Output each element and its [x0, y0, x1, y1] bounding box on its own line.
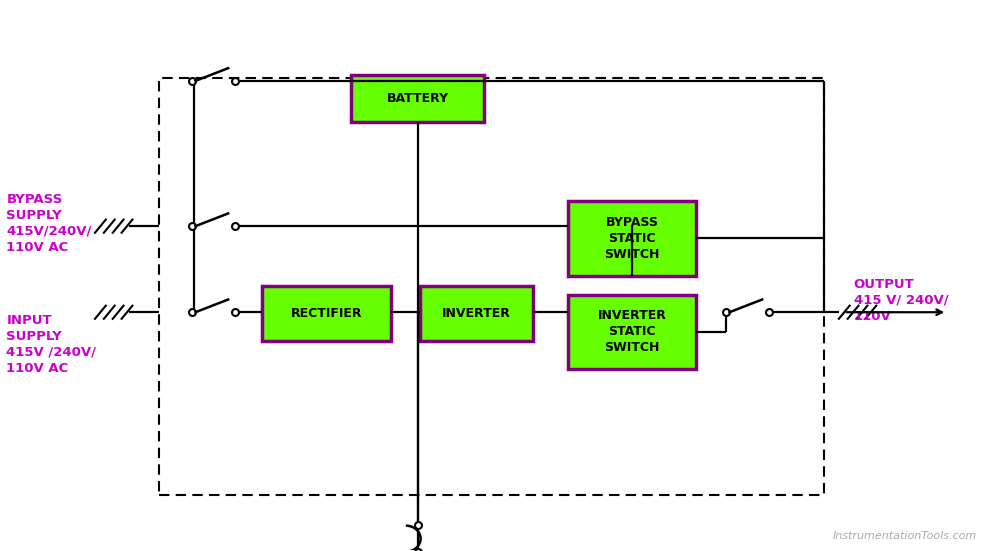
- Text: BYPASS
SUPPLY
415V/240V/
110V AC: BYPASS SUPPLY 415V/240V/ 110V AC: [6, 193, 92, 254]
- Text: INVERTER: INVERTER: [443, 307, 511, 320]
- FancyBboxPatch shape: [420, 287, 534, 341]
- FancyBboxPatch shape: [263, 287, 390, 341]
- FancyBboxPatch shape: [568, 295, 696, 369]
- FancyBboxPatch shape: [351, 75, 484, 122]
- Text: BATTERY: BATTERY: [386, 92, 449, 105]
- Text: OUTPUT
415 V/ 240V/
110V: OUTPUT 415 V/ 240V/ 110V: [854, 278, 948, 323]
- FancyBboxPatch shape: [568, 202, 696, 276]
- Text: INVERTER
STATIC
SWITCH: INVERTER STATIC SWITCH: [598, 309, 666, 354]
- Text: InstrumentationTools.com: InstrumentationTools.com: [833, 531, 977, 542]
- Text: INPUT
SUPPLY
415V /240V/
110V AC: INPUT SUPPLY 415V /240V/ 110V AC: [6, 314, 96, 375]
- Text: BYPASS
STATIC
SWITCH: BYPASS STATIC SWITCH: [605, 216, 660, 261]
- Text: RECTIFIER: RECTIFIER: [290, 307, 363, 320]
